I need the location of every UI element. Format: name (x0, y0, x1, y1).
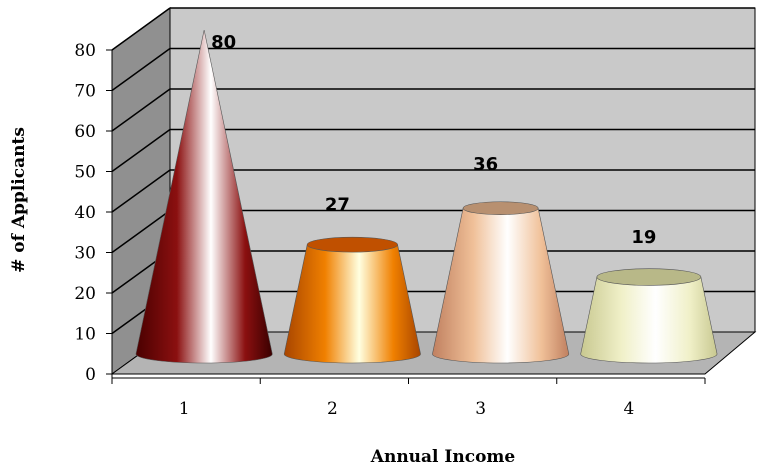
x-tick-label: 2 (327, 399, 338, 419)
cone-top (596, 268, 702, 286)
gridline-side (111, 169, 171, 213)
cone-body (580, 276, 718, 364)
data-label-4: 19 (631, 227, 656, 248)
cone-body (283, 244, 421, 364)
gridline-side (111, 7, 171, 51)
cone-top (306, 236, 398, 253)
data-label-2: 27 (325, 195, 350, 216)
x-axis-title: Annual Income (370, 447, 516, 467)
gridline-side (111, 128, 171, 173)
x-tick-label: 3 (475, 399, 486, 419)
cone-body (135, 29, 273, 364)
labels: 80 1 27 2 36 3 19 4 (179, 32, 657, 419)
axes: 0 10 20 30 40 50 60 70 80 (74, 41, 706, 385)
gridline-side (111, 209, 171, 254)
y-tick-label: 30 (74, 244, 96, 264)
y-tick-label: 60 (74, 122, 96, 142)
y-tick-label: 70 (74, 82, 96, 102)
x-tick-label: 1 (179, 399, 190, 419)
cone-body (432, 207, 570, 364)
cones (135, 29, 718, 364)
y-tick-label: 80 (74, 41, 96, 61)
gridline-side (111, 47, 171, 92)
y-axis-title: # of Applicants (9, 127, 29, 273)
cone-4 (580, 268, 718, 364)
gridline-side (111, 88, 171, 132)
data-label-3: 36 (473, 154, 498, 175)
cone-top (462, 201, 539, 215)
cone-2 (283, 236, 421, 364)
y-tick-label: 10 (74, 325, 96, 345)
y-tick-label: 50 (74, 163, 96, 183)
data-label-1: 80 (211, 32, 236, 53)
y-tick-label: 40 (74, 203, 96, 223)
y-tick-label: 0 (85, 365, 96, 385)
cone-1 (135, 29, 273, 364)
cone-3 (432, 201, 570, 364)
y-tick-label: 20 (74, 284, 96, 304)
x-tick-label: 4 (623, 399, 634, 419)
